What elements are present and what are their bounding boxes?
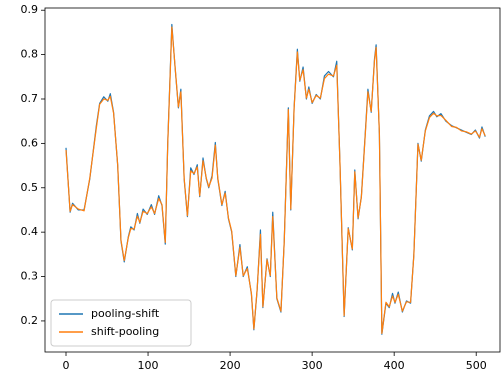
y-tick-label: 0.5 (21, 181, 39, 194)
legend-box (50, 299, 192, 347)
x-tick-label: 100 (138, 359, 159, 372)
y-tick-label: 0.6 (21, 136, 39, 149)
x-tick-label: 500 (466, 359, 487, 372)
y-tick-label: 0.4 (21, 225, 39, 238)
x-tick-label: 200 (220, 359, 241, 372)
y-tick-label: 0.8 (21, 48, 39, 61)
series-line (65, 26, 486, 334)
y-tick-label: 0.7 (21, 92, 39, 105)
legend-label: shift-pooling (91, 325, 159, 338)
x-tick-label: 0 (63, 359, 70, 372)
y-tick-label: 0.3 (21, 270, 39, 283)
legend-label: pooling-shift (91, 307, 160, 320)
legend: pooling-shift shift-pooling (50, 299, 192, 347)
x-tick-label: 300 (302, 359, 323, 372)
x-tick-label: 400 (384, 359, 405, 372)
y-tick-label: 0.2 (21, 314, 39, 327)
plot-frame (44, 7, 501, 353)
y-tick-label: 0.9 (21, 3, 39, 16)
series-line (65, 23, 486, 335)
